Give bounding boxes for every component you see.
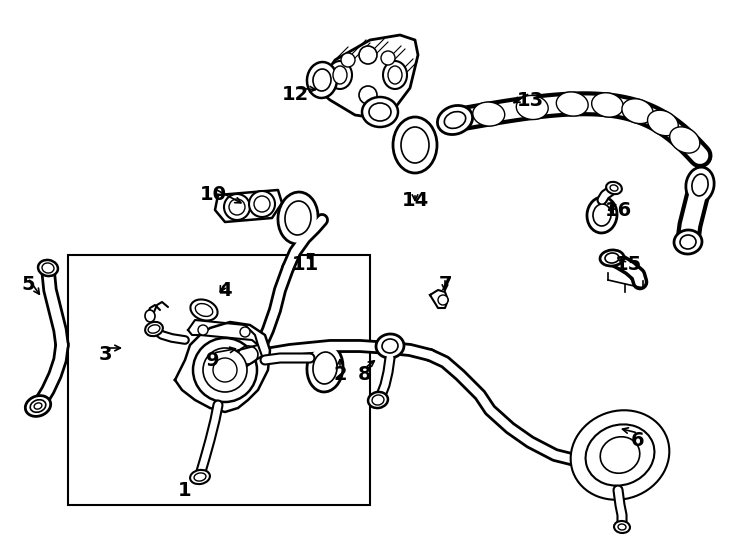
Ellipse shape [382,339,398,353]
Ellipse shape [285,201,311,235]
Ellipse shape [307,62,337,98]
Ellipse shape [401,127,429,163]
Ellipse shape [238,346,258,364]
Ellipse shape [232,341,264,369]
Ellipse shape [605,253,619,263]
Ellipse shape [254,196,270,212]
Text: 15: 15 [614,255,642,274]
Ellipse shape [600,250,624,266]
Text: 1: 1 [178,481,192,500]
Ellipse shape [362,97,398,127]
Ellipse shape [618,524,626,530]
Ellipse shape [145,310,155,322]
Ellipse shape [42,263,54,273]
Ellipse shape [381,51,395,65]
Ellipse shape [438,295,448,305]
Ellipse shape [213,358,237,382]
Ellipse shape [383,61,407,89]
Text: 16: 16 [604,200,632,219]
Ellipse shape [359,46,377,64]
Polygon shape [175,322,270,412]
Ellipse shape [388,66,402,84]
Ellipse shape [145,322,163,336]
Ellipse shape [38,260,58,276]
Ellipse shape [372,395,384,405]
Ellipse shape [680,235,696,249]
Ellipse shape [148,325,160,333]
Polygon shape [188,320,258,345]
Ellipse shape [203,348,247,392]
Ellipse shape [674,230,702,254]
Text: 8: 8 [358,366,372,384]
Ellipse shape [473,102,505,126]
Ellipse shape [194,473,206,481]
Polygon shape [215,190,282,222]
Text: 2: 2 [333,366,346,384]
Text: 7: 7 [438,275,451,294]
Ellipse shape [25,396,51,416]
Ellipse shape [587,197,617,233]
Ellipse shape [556,92,588,116]
Ellipse shape [34,403,42,409]
Ellipse shape [570,410,669,500]
Text: 10: 10 [200,186,227,205]
Ellipse shape [437,105,473,134]
Ellipse shape [240,327,250,337]
Ellipse shape [224,194,250,220]
Ellipse shape [195,303,213,316]
Ellipse shape [393,117,437,173]
Ellipse shape [444,112,465,129]
Ellipse shape [30,400,46,412]
Ellipse shape [614,521,630,533]
Text: 12: 12 [281,85,308,105]
Text: 4: 4 [218,280,232,300]
Ellipse shape [610,185,618,191]
Ellipse shape [328,61,352,89]
Ellipse shape [190,300,217,321]
Text: 11: 11 [291,255,319,274]
Ellipse shape [593,204,611,226]
Ellipse shape [333,66,347,84]
Ellipse shape [359,86,377,104]
Ellipse shape [669,127,700,153]
Polygon shape [218,345,262,370]
Ellipse shape [600,437,640,473]
Ellipse shape [686,167,714,203]
Ellipse shape [586,424,655,485]
Ellipse shape [368,392,388,408]
Ellipse shape [190,470,210,484]
Bar [68,255,370,505]
Ellipse shape [193,338,257,402]
Ellipse shape [592,93,623,117]
Polygon shape [430,290,448,308]
Ellipse shape [647,110,678,136]
Ellipse shape [278,192,318,244]
Ellipse shape [307,344,343,392]
Ellipse shape [369,103,391,121]
Ellipse shape [692,174,708,196]
Ellipse shape [622,99,653,124]
Text: 3: 3 [98,346,112,365]
Text: 6: 6 [631,430,644,449]
Ellipse shape [313,69,331,91]
Ellipse shape [516,96,548,119]
Ellipse shape [229,199,245,215]
Ellipse shape [198,325,208,335]
Ellipse shape [573,412,667,498]
Polygon shape [318,35,418,118]
Text: 13: 13 [517,91,544,110]
Ellipse shape [606,182,622,194]
Text: 14: 14 [401,191,429,210]
Ellipse shape [218,350,248,376]
Ellipse shape [313,352,337,384]
Ellipse shape [224,355,242,371]
Text: 9: 9 [206,350,219,369]
Ellipse shape [249,191,275,217]
Ellipse shape [341,53,355,67]
Text: 5: 5 [21,275,34,294]
Ellipse shape [376,334,404,358]
